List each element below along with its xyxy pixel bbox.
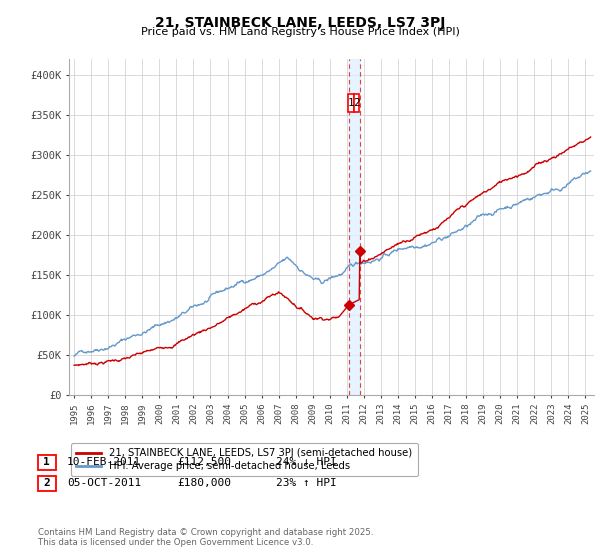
- FancyBboxPatch shape: [348, 94, 353, 111]
- Text: 23% ↑ HPI: 23% ↑ HPI: [276, 478, 337, 488]
- Text: 10-FEB-2011: 10-FEB-2011: [67, 457, 142, 467]
- Text: 24% ↓ HPI: 24% ↓ HPI: [276, 457, 337, 467]
- Text: 1: 1: [347, 98, 355, 108]
- Text: £112,500: £112,500: [177, 457, 231, 467]
- Legend: 21, STAINBECK LANE, LEEDS, LS7 3PJ (semi-detached house), HPI: Average price, se: 21, STAINBECK LANE, LEEDS, LS7 3PJ (semi…: [71, 444, 418, 477]
- Bar: [349, 59, 359, 395]
- Text: £180,000: £180,000: [177, 478, 231, 488]
- Text: 2: 2: [43, 478, 50, 488]
- Text: 21, STAINBECK LANE, LEEDS, LS7 3PJ: 21, STAINBECK LANE, LEEDS, LS7 3PJ: [155, 16, 445, 30]
- Text: Price paid vs. HM Land Registry's House Price Index (HPI): Price paid vs. HM Land Registry's House …: [140, 27, 460, 37]
- Text: 2: 2: [353, 98, 360, 108]
- Text: 05-OCT-2011: 05-OCT-2011: [67, 478, 142, 488]
- Text: Contains HM Land Registry data © Crown copyright and database right 2025.
This d: Contains HM Land Registry data © Crown c…: [38, 528, 373, 547]
- Text: 1: 1: [43, 457, 50, 467]
- FancyBboxPatch shape: [353, 94, 359, 111]
